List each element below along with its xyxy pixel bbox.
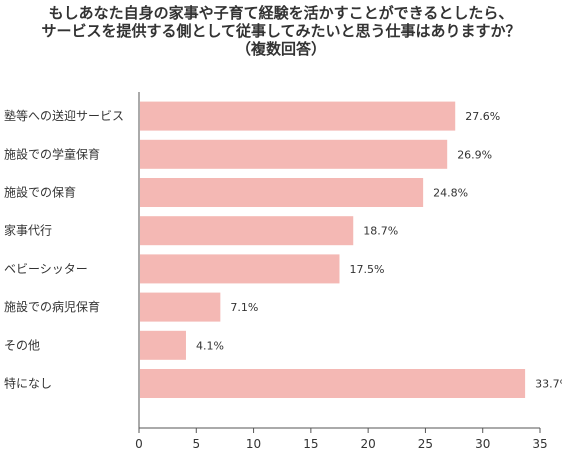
category-label: 施設での保育 <box>4 185 76 200</box>
value-label: 7.1% <box>230 301 258 314</box>
x-tick-label: 25 <box>418 437 433 451</box>
category-label: その他 <box>4 338 40 352</box>
category-label: 施設での病児保育 <box>4 299 100 314</box>
value-label: 27.6% <box>465 110 500 123</box>
value-label: 24.8% <box>433 187 468 200</box>
x-tick-label: 35 <box>532 437 547 451</box>
value-label: 18.7% <box>363 225 398 238</box>
bar <box>140 139 448 169</box>
category-label: ベビーシッター <box>4 262 88 276</box>
bar <box>140 369 526 398</box>
bar <box>140 101 456 131</box>
chart-title-line-1: もしあなた自身の家事や子育て経験を活かすことができるとしたら、 <box>48 4 514 22</box>
category-label: 家事代行 <box>4 223 52 238</box>
category-label: 施設での学童保育 <box>4 146 100 161</box>
bar <box>140 216 354 246</box>
chart-title-line-2: サービスを提供する側として従事してみたいと思う仕事はありますか？ <box>41 22 521 40</box>
value-label: 4.1% <box>196 339 224 352</box>
value-label: 26.9% <box>457 148 492 161</box>
bar <box>140 292 221 322</box>
x-tick-label: 20 <box>361 437 376 451</box>
value-label: 33.7% <box>535 378 562 391</box>
x-tick-label: 15 <box>303 437 318 451</box>
x-tick-label: 10 <box>246 437 261 451</box>
chart-title-line-3: （複数回答） <box>235 40 326 58</box>
value-label: 17.5% <box>350 263 385 276</box>
x-tick-label: 5 <box>192 437 200 451</box>
bar <box>140 254 340 284</box>
bar <box>140 178 424 207</box>
bar <box>140 330 186 360</box>
category-label: 塾等への送迎サービス <box>4 108 124 123</box>
x-tick-label: 30 <box>475 437 490 451</box>
x-tick-label: 0 <box>135 437 143 451</box>
chart-title: もしあなた自身の家事や子育て経験を活かすことができるとしたら、 サービスを提供す… <box>0 4 562 58</box>
category-label: 特になし <box>4 376 52 391</box>
